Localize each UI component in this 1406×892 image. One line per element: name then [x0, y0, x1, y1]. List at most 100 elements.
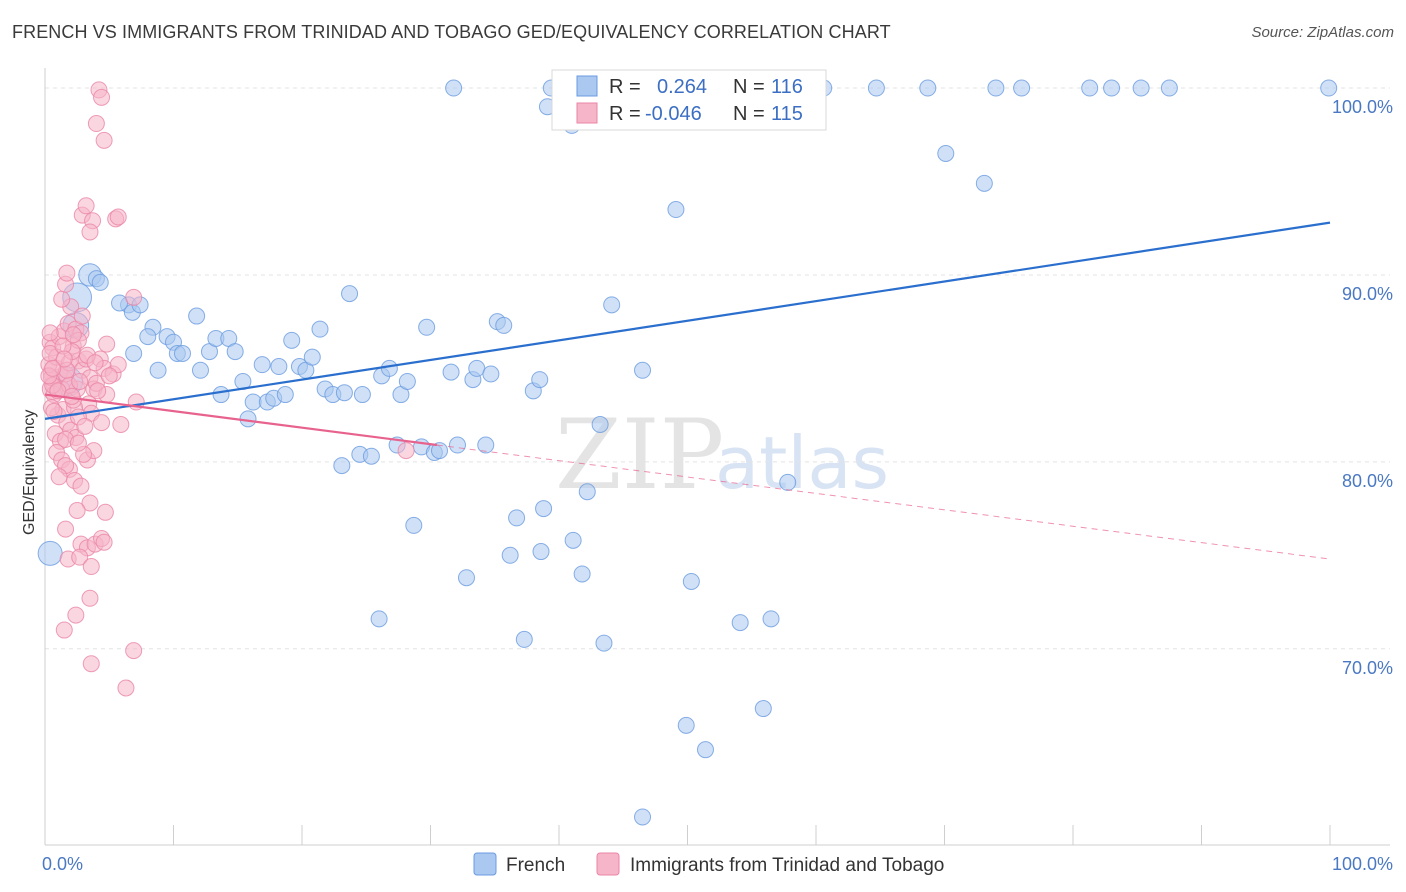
legend-r-value-2: -0.046: [645, 103, 702, 125]
french-point-44: [380, 359, 398, 377]
trinidad-point-103: [76, 417, 94, 435]
french-point-72: [405, 516, 423, 534]
french-point-55: [531, 371, 549, 389]
trinidad-point-112: [55, 350, 73, 368]
french-point-35: [244, 393, 262, 411]
french-point-15: [188, 307, 206, 325]
french-point-9: [111, 294, 129, 312]
legend-n-value-2: 115: [771, 103, 803, 125]
legend-r-value-1: 0.264: [657, 76, 707, 98]
chart-title: FRENCH VS IMMIGRANTS FROM TRINIDAD AND T…: [12, 22, 891, 42]
trinidad-point-100: [100, 367, 118, 385]
french-point-69: [578, 483, 596, 501]
french-point-101: [867, 79, 885, 97]
grid: [45, 87, 1390, 650]
french-point-56: [603, 296, 621, 314]
trinidad-point-110: [64, 326, 82, 344]
french-point-32: [191, 361, 209, 379]
french-point-87: [754, 700, 772, 718]
bottom-legend-swatch-french: [473, 852, 497, 876]
trinidad-point-49: [112, 415, 130, 433]
trinidad-point-61: [81, 494, 99, 512]
french-point-0: [37, 540, 63, 566]
french-point-66: [477, 436, 495, 454]
french-point-29: [303, 348, 321, 366]
y-tick-label-3: 100.0%: [1332, 97, 1393, 117]
trinidad-point-62: [68, 501, 86, 519]
watermark: ZIP atlas: [555, 399, 889, 511]
bottom-legend-swatch-trinidad: [596, 852, 620, 876]
trinidad-point-63: [96, 503, 114, 521]
trinidad-point-60: [50, 468, 68, 486]
french-point-30: [311, 320, 329, 338]
french-point-17: [149, 361, 167, 379]
french-point-105: [1081, 79, 1099, 97]
french-point-46: [398, 372, 416, 390]
french-point-47: [418, 318, 436, 336]
watermark-atlas: atlas: [715, 421, 889, 505]
french-point-70: [535, 500, 553, 518]
trinidad-point-22: [58, 264, 76, 282]
legend-r-label-1: R =: [609, 76, 641, 98]
trinidad-point-69: [95, 533, 113, 551]
trinidad-point-114: [69, 434, 87, 452]
french-point-78: [682, 572, 700, 590]
x-tick-label-1: 100.0%: [1332, 854, 1393, 874]
legend-n-label-2: N =: [733, 103, 765, 125]
legend-r-label-2: R =: [609, 103, 641, 125]
trinidad-point-102: [397, 442, 415, 460]
french-point-108: [1160, 79, 1178, 97]
bottom-legend-label-french: French: [506, 855, 565, 876]
trinidad-point-71: [71, 548, 89, 566]
trinidad-point-86: [87, 115, 105, 133]
trinidad-point-113: [44, 359, 62, 377]
french-point-73: [501, 546, 519, 564]
french-point-106: [1103, 79, 1121, 97]
trinidad-point-74: [67, 606, 85, 624]
french-point-67: [333, 457, 351, 475]
french-point-76: [573, 565, 591, 583]
french-point-68: [591, 415, 609, 433]
french-point-48: [442, 363, 460, 381]
y-axis-label: GED/Equivalency: [21, 410, 38, 535]
trinidad-point-104: [45, 402, 63, 420]
trinidad-point-75: [55, 621, 73, 639]
french-point-80: [370, 610, 388, 628]
french-point-64: [430, 442, 448, 460]
french-point-60: [362, 447, 380, 465]
trinidad-point-78: [117, 679, 135, 697]
french-point-12: [139, 328, 157, 346]
french-point-38: [276, 386, 294, 404]
trinidad-point-72: [82, 558, 100, 576]
trinidad-point-82: [81, 223, 99, 241]
trend-lines: [44, 221, 1331, 560]
french-point-89: [667, 201, 685, 219]
trinidad-points: [40, 81, 415, 697]
bottom-legend-label-trinidad: Immigrants from Trinidad and Tobago: [630, 855, 944, 876]
trinidad-point-76: [125, 642, 143, 660]
french-point-104: [1013, 79, 1031, 97]
french-point-109: [1320, 79, 1338, 97]
french-point-107: [1132, 79, 1150, 97]
french-point-103: [987, 79, 1005, 97]
french-point-94: [445, 79, 463, 97]
top-legend: R = 0.264 N = 116 R = -0.046 N = 115: [551, 69, 827, 131]
legend-swatch-trinidad: [576, 102, 598, 124]
french-point-88: [634, 808, 652, 826]
trinidad-point-109: [98, 335, 116, 353]
french-point-58: [239, 410, 257, 428]
french-point-77: [457, 569, 475, 587]
trinidad-point-89: [125, 288, 143, 306]
french-point-83: [731, 614, 749, 632]
french-point-41: [335, 384, 353, 402]
trinidad-point-97: [41, 324, 59, 342]
legend-n-label-1: N =: [733, 76, 765, 98]
trinidad-point-111: [73, 307, 91, 325]
french-point-102: [919, 79, 937, 97]
trinidad-point-32: [109, 356, 127, 374]
trinidad-point-20: [53, 290, 71, 308]
french-point-84: [762, 610, 780, 628]
legend-box: [551, 69, 827, 131]
french-point-81: [515, 630, 533, 648]
